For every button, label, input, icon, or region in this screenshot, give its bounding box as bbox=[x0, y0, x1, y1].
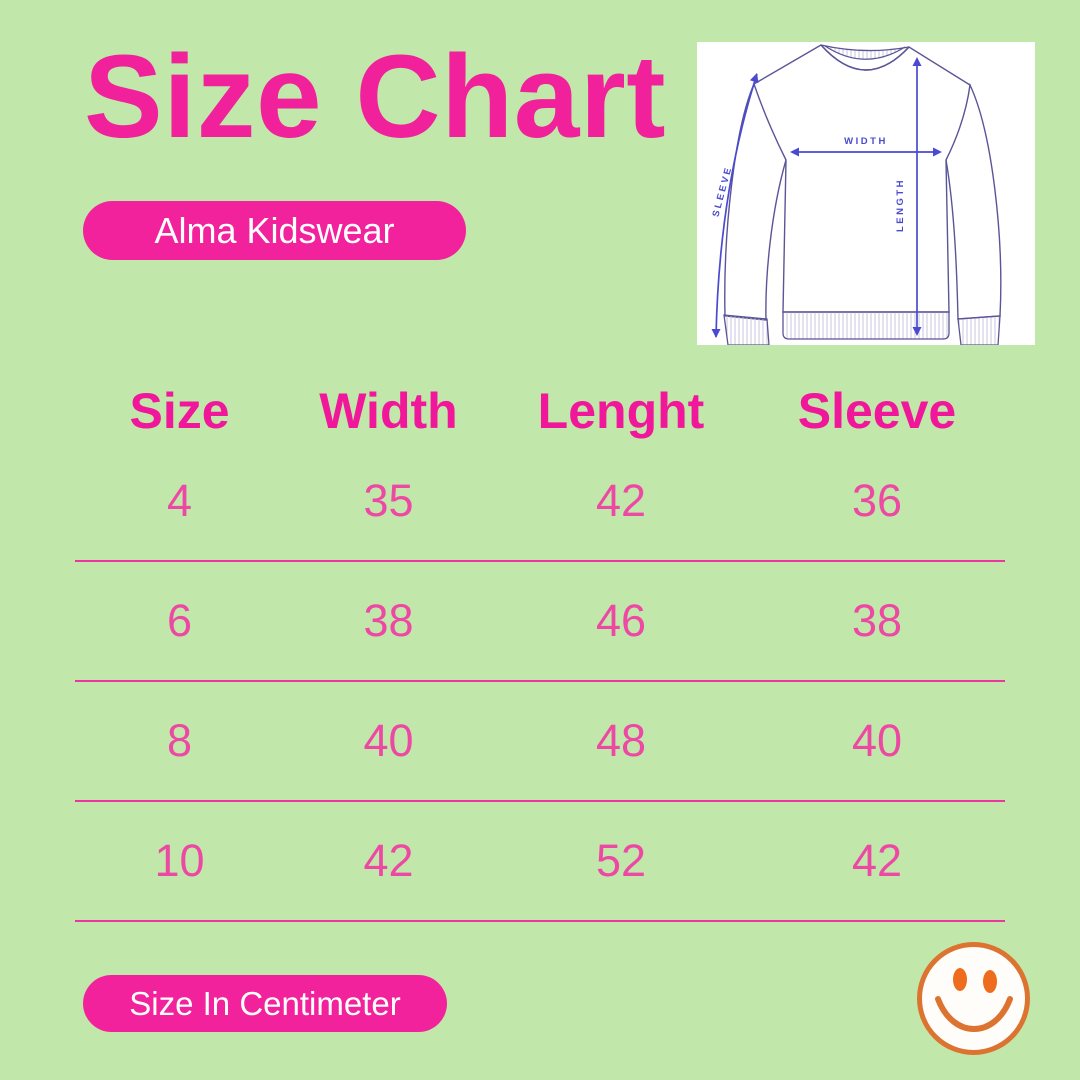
column-header-width: Width bbox=[319, 383, 458, 439]
cell-sleeve: 36 bbox=[851, 475, 903, 526]
brand-badge: Alma Kidswear bbox=[83, 201, 466, 260]
table-row: 10 42 52 42 bbox=[75, 802, 1005, 922]
unit-badge: Size In Centimeter bbox=[83, 975, 447, 1032]
diagram-length-label: LENGTH bbox=[895, 178, 906, 232]
cell-length: 48 bbox=[595, 715, 647, 766]
smiley-face-icon bbox=[917, 942, 1030, 1055]
cell-width: 40 bbox=[363, 715, 414, 766]
column-header-sleeve: Sleeve bbox=[797, 383, 957, 439]
cell-width: 38 bbox=[363, 595, 414, 646]
smiley-right-eye bbox=[983, 970, 997, 993]
smiley-mouth bbox=[935, 996, 1013, 1032]
size-table-header-row: Size Width Lenght Sleeve bbox=[75, 380, 1005, 442]
column-header-length: Lenght bbox=[537, 383, 705, 439]
cell-length: 52 bbox=[595, 835, 647, 886]
cell-length: 42 bbox=[595, 475, 647, 526]
cell-size: 6 bbox=[166, 595, 193, 646]
diagram-width-label: WIDTH bbox=[844, 136, 888, 147]
cell-sleeve: 38 bbox=[851, 595, 903, 646]
sweatshirt-diagram-icon: WIDTH LENGTH SLEEVE bbox=[710, 44, 1002, 346]
size-table: Size Width Lenght Sleeve 4 35 42 36 6 38… bbox=[75, 380, 1005, 922]
smiley-left-eye bbox=[953, 968, 967, 991]
cell-size: 4 bbox=[166, 475, 193, 526]
column-header-size: Size bbox=[129, 383, 230, 439]
cell-length: 46 bbox=[595, 595, 647, 646]
sweatshirt-measurement-diagram: WIDTH LENGTH SLEEVE bbox=[697, 42, 1035, 346]
brand-badge-label: Alma Kidswear bbox=[154, 209, 395, 251]
cell-sleeve: 42 bbox=[851, 835, 903, 886]
table-row: 8 40 48 40 bbox=[75, 682, 1005, 802]
table-row: 4 35 42 36 bbox=[75, 442, 1005, 562]
cell-width: 35 bbox=[363, 475, 414, 526]
cell-size: 8 bbox=[166, 715, 193, 766]
cell-sleeve: 40 bbox=[851, 715, 903, 766]
unit-badge-label: Size In Centimeter bbox=[129, 984, 401, 1022]
table-row: 6 38 46 38 bbox=[75, 562, 1005, 682]
page-title: Size Chart bbox=[84, 31, 667, 163]
cell-width: 42 bbox=[363, 835, 414, 886]
cell-size: 10 bbox=[154, 835, 205, 886]
